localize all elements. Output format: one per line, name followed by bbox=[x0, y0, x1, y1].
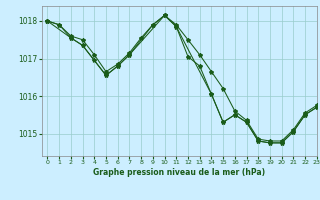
X-axis label: Graphe pression niveau de la mer (hPa): Graphe pression niveau de la mer (hPa) bbox=[93, 168, 265, 177]
